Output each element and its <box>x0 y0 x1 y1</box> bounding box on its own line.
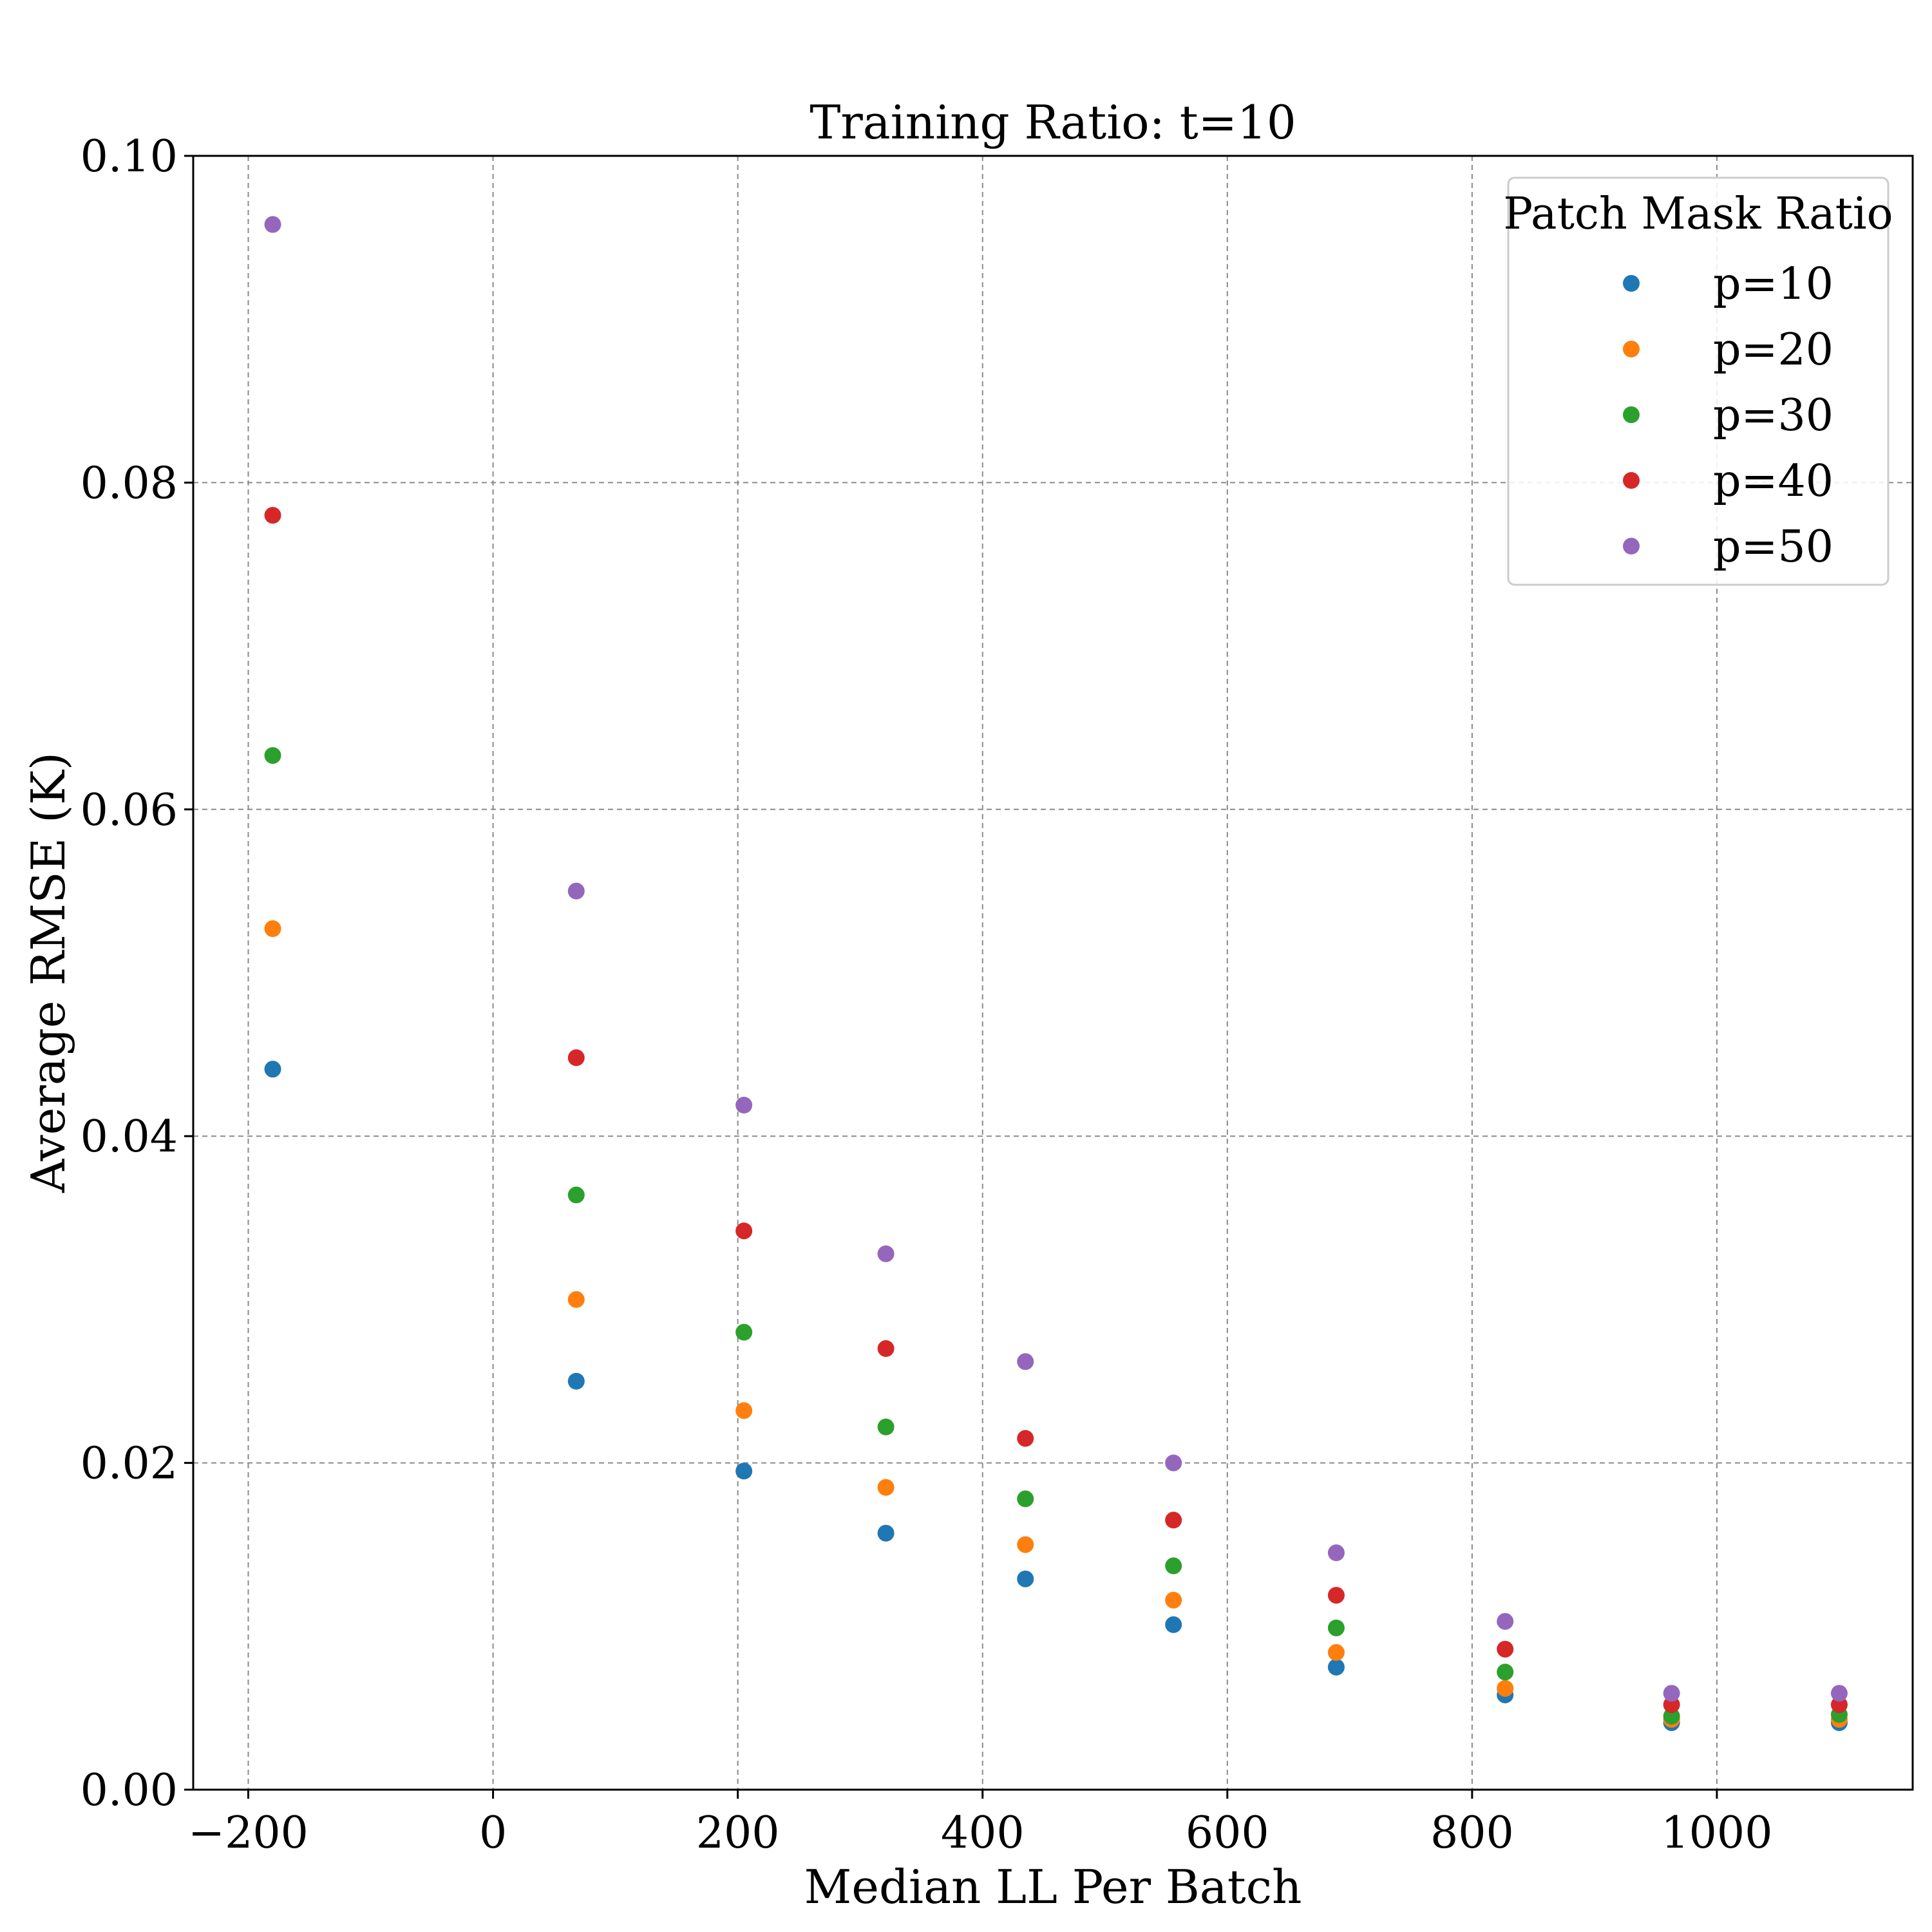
x-tick-label: −200 <box>188 1808 308 1859</box>
legend-entries: p=10 p=20 p=30 p=40 p=50 <box>1623 259 1833 573</box>
x-tick-label: 1000 <box>1661 1808 1772 1859</box>
data-point <box>1165 1557 1182 1575</box>
legend-marker <box>1623 406 1640 423</box>
data-point <box>1663 1707 1680 1725</box>
legend-marker <box>1623 341 1640 357</box>
data-point <box>1017 1570 1034 1587</box>
data-point <box>735 1096 753 1113</box>
legend-label: p=50 <box>1713 522 1833 573</box>
data-point <box>567 1186 585 1204</box>
data-point <box>735 1402 753 1419</box>
data-point <box>877 1418 895 1435</box>
x-tick-label: 400 <box>941 1808 1025 1859</box>
series-p=50 <box>264 216 1848 1702</box>
y-tick-label: 0.06 <box>80 785 178 836</box>
data-point <box>1017 1536 1034 1553</box>
legend-label: p=10 <box>1713 259 1833 310</box>
data-point <box>877 1479 895 1496</box>
data-point <box>264 920 281 938</box>
data-point <box>1663 1685 1680 1702</box>
y-tick-label: 0.08 <box>80 458 178 509</box>
data-point <box>264 216 281 233</box>
legend-marker <box>1623 538 1640 554</box>
plot-frame <box>192 155 1914 1791</box>
data-point <box>1017 1490 1034 1508</box>
data-point <box>567 1049 585 1066</box>
y-tick-label: 0.10 <box>80 131 178 182</box>
series-p=10 <box>264 1061 1848 1731</box>
series-p=20 <box>264 920 1848 1728</box>
x-tick-label: 600 <box>1186 1808 1269 1859</box>
x-tick-label: 200 <box>696 1808 780 1859</box>
data-point <box>1327 1643 1345 1661</box>
data-point <box>1327 1619 1345 1636</box>
data-point <box>735 1323 753 1341</box>
data-point <box>1497 1680 1514 1697</box>
y-tick-label: 0.04 <box>80 1112 178 1162</box>
data-point <box>1327 1587 1345 1604</box>
y-tick-label: 0.02 <box>80 1439 178 1490</box>
data-point <box>264 507 281 524</box>
data-point <box>1497 1640 1514 1658</box>
legend-label: p=20 <box>1713 325 1833 375</box>
y-tick-label: 0.00 <box>80 1765 178 1816</box>
x-tick-label: 800 <box>1430 1808 1514 1859</box>
data-point <box>567 1291 585 1308</box>
series-p=40 <box>264 507 1848 1714</box>
data-point <box>1830 1685 1848 1702</box>
data-point <box>1497 1613 1514 1630</box>
data-point <box>1165 1454 1182 1472</box>
legend: Patch Mask Ratio p=10 p=20 p=30 p=40 p=50 <box>1503 176 1893 586</box>
x-axis-label: Median LL Per Batch <box>804 1860 1302 1914</box>
legend-marker <box>1623 472 1640 489</box>
data-point <box>877 1340 895 1358</box>
data-point <box>1017 1430 1034 1447</box>
data-points <box>264 216 1848 1731</box>
data-point <box>735 1222 753 1240</box>
data-point <box>1165 1511 1182 1529</box>
data-point <box>1327 1658 1345 1676</box>
legend-label: p=30 <box>1713 390 1833 441</box>
x-tick-label: 0 <box>479 1808 507 1859</box>
legend-label: p=40 <box>1713 456 1833 507</box>
data-point <box>1165 1591 1182 1609</box>
data-point <box>1327 1544 1345 1562</box>
data-point <box>735 1463 753 1480</box>
data-point <box>1165 1616 1182 1633</box>
data-point <box>567 882 585 900</box>
chart-title: Training Ratio: t=10 <box>810 95 1296 149</box>
data-point <box>264 747 281 764</box>
legend-title: Patch Mask Ratio <box>1503 189 1893 240</box>
data-point <box>567 1372 585 1390</box>
data-point <box>1017 1353 1034 1370</box>
y-axis-label: Average RMSE (K) <box>21 752 75 1193</box>
data-point <box>1663 1696 1680 1714</box>
data-point <box>877 1524 895 1542</box>
data-point <box>877 1245 895 1262</box>
data-point <box>1830 1696 1848 1714</box>
legend-marker <box>1623 275 1640 292</box>
series-p=30 <box>264 747 1848 1725</box>
data-point <box>1497 1663 1514 1681</box>
axis-ticks: −200 0 200 400 600 800 1000 0.00 0.02 0.04 0.06 0.0… <box>80 131 1773 1859</box>
data-point <box>264 1061 281 1078</box>
legend-box <box>1507 176 1889 586</box>
